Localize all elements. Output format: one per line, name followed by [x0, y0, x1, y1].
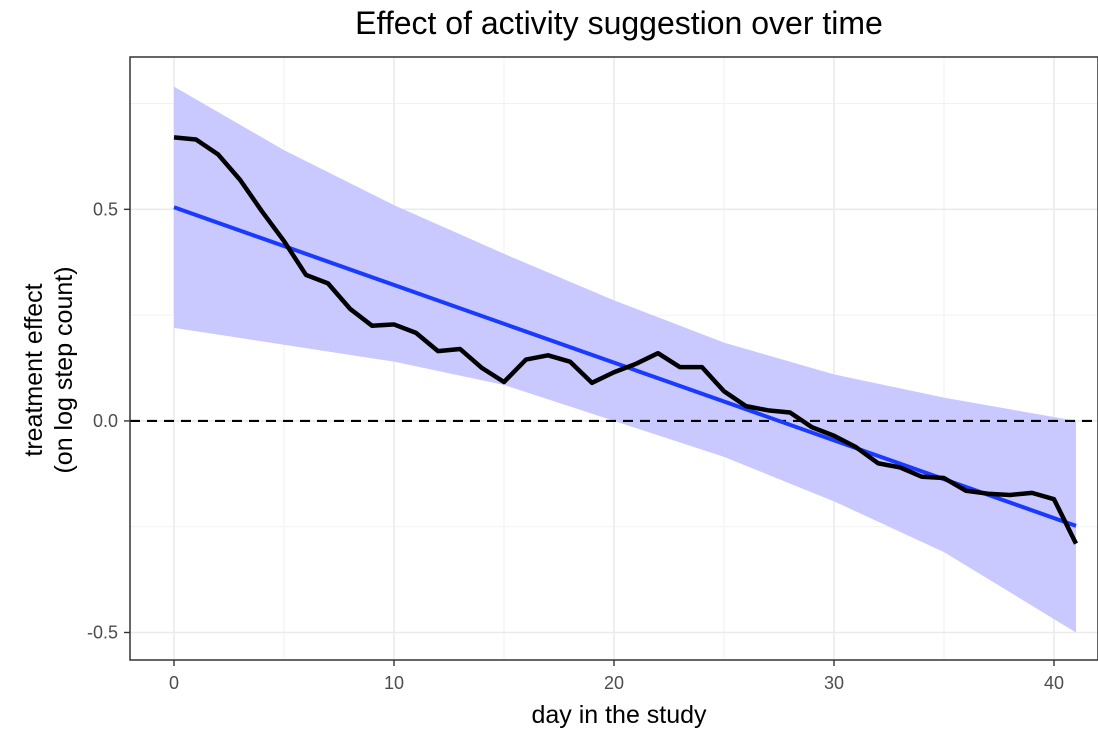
y-tick-label: 0.5 [93, 199, 118, 219]
x-tick-label: 0 [169, 673, 179, 693]
x-axis: 0 10 20 30 40 [169, 660, 1064, 693]
confidence-band-layer [174, 86, 1076, 633]
y-tick-label: -0.5 [87, 622, 118, 642]
confidence-band [174, 86, 1076, 633]
data-line-layer [173, 135, 1079, 545]
y-tick-label: 0.0 [93, 411, 118, 431]
y-axis-title-line-2: (on log step count) [50, 266, 78, 473]
x-tick-label: 20 [604, 673, 624, 693]
x-tick-label: 30 [824, 673, 844, 693]
x-tick-label: 10 [384, 673, 404, 693]
treatment-effect-line [173, 135, 1079, 545]
y-axis-title-group: treatment effect (on log step count) [20, 266, 78, 473]
x-tick-label: 40 [1044, 673, 1064, 693]
x-axis-title: day in the study [531, 701, 707, 729]
y-axis-title-line-1: treatment effect [20, 283, 48, 456]
y-axis: -0.5 0.0 0.5 [87, 199, 130, 642]
chart-title: Effect of activity suggestion over time [355, 5, 883, 41]
plot-panel [129, 56, 1098, 661]
